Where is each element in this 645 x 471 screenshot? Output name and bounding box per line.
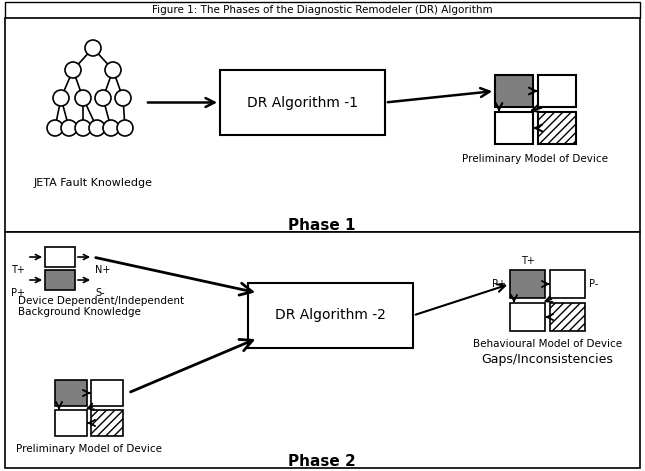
Bar [510, 270, 545, 298]
Text: JETA Fault Knowledge: JETA Fault Knowledge [34, 178, 152, 188]
Text: T+: T+ [11, 265, 25, 275]
Text: S-: S- [95, 288, 104, 298]
Bar [45, 247, 75, 267]
Circle shape [75, 90, 91, 106]
Bar [550, 303, 585, 331]
Text: P+: P+ [492, 279, 506, 289]
Text: N+: N+ [95, 265, 110, 275]
Text: Phase 1: Phase 1 [288, 219, 356, 234]
Bar [5, 2, 640, 18]
Bar [55, 410, 87, 436]
Text: DR Algorithm -2: DR Algorithm -2 [275, 309, 386, 323]
Text: Preliminary Model of Device: Preliminary Model of Device [462, 154, 608, 164]
Text: P+: P+ [11, 288, 25, 298]
Text: Device Dependent/Independent: Device Dependent/Independent [18, 296, 184, 306]
Bar [495, 112, 533, 144]
Circle shape [117, 120, 133, 136]
Text: Gaps/Inconsistencies: Gaps/Inconsistencies [482, 353, 613, 366]
Circle shape [105, 62, 121, 78]
Text: DR Algorithm -1: DR Algorithm -1 [247, 96, 358, 109]
Bar [45, 270, 75, 290]
Circle shape [115, 90, 131, 106]
Text: Behavioural Model of Device: Behavioural Model of Device [473, 339, 622, 349]
Circle shape [61, 120, 77, 136]
Text: T+: T+ [521, 256, 535, 266]
Circle shape [47, 120, 63, 136]
Circle shape [65, 62, 81, 78]
Bar [538, 75, 576, 107]
Circle shape [89, 120, 105, 136]
Circle shape [75, 120, 91, 136]
Bar [510, 303, 545, 331]
Text: Background Knowledge: Background Knowledge [18, 307, 141, 317]
Bar [5, 232, 640, 468]
Text: Figure 1: The Phases of the Diagnostic Remodeler (DR) Algorithm: Figure 1: The Phases of the Diagnostic R… [152, 5, 492, 15]
Bar [220, 70, 385, 135]
Circle shape [95, 90, 111, 106]
Text: Preliminary Model of Device: Preliminary Model of Device [16, 444, 162, 454]
Circle shape [53, 90, 69, 106]
Circle shape [103, 120, 119, 136]
Bar [495, 75, 533, 107]
Bar [550, 270, 585, 298]
Bar [91, 380, 123, 406]
Bar [248, 283, 413, 348]
Bar [538, 112, 576, 144]
Bar [5, 18, 640, 232]
Text: Phase 2: Phase 2 [288, 455, 356, 470]
Text: P-: P- [589, 279, 599, 289]
Bar [91, 410, 123, 436]
Circle shape [85, 40, 101, 56]
Bar [55, 380, 87, 406]
